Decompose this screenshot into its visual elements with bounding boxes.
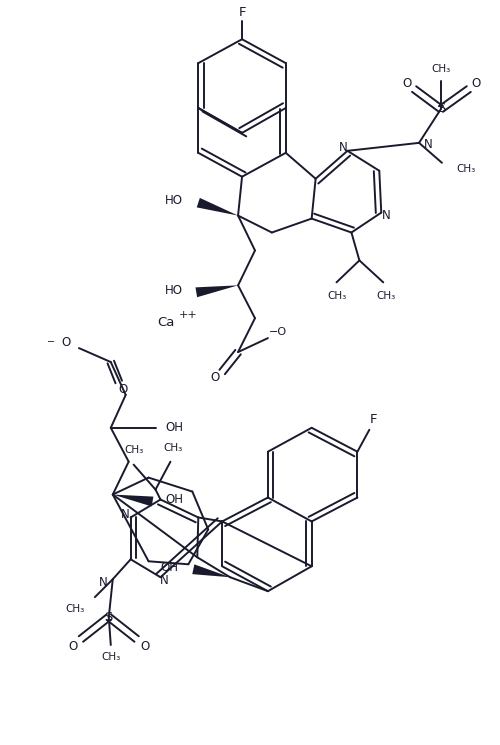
Polygon shape: [113, 495, 154, 507]
Text: CH₃: CH₃: [164, 443, 183, 453]
Text: OH: OH: [166, 421, 184, 434]
Text: CH₃: CH₃: [124, 445, 144, 454]
Text: CH₃: CH₃: [376, 291, 396, 301]
Text: F: F: [238, 6, 246, 19]
Text: N: N: [122, 508, 130, 521]
Text: HO: HO: [164, 284, 182, 297]
Text: N: N: [424, 139, 433, 151]
Text: Ca: Ca: [157, 316, 174, 329]
Text: CH₃: CH₃: [101, 652, 120, 662]
Text: −O: −O: [269, 327, 287, 337]
Text: N: N: [339, 142, 348, 154]
Text: N: N: [160, 574, 169, 587]
Text: O: O: [68, 641, 78, 653]
Text: O: O: [210, 372, 220, 384]
Text: O: O: [62, 335, 70, 349]
Text: CH₃: CH₃: [66, 604, 85, 614]
Text: N: N: [99, 576, 108, 589]
Polygon shape: [197, 198, 238, 215]
Text: O: O: [118, 384, 128, 396]
Text: CH₃: CH₃: [457, 164, 476, 174]
Text: N: N: [382, 209, 390, 222]
Text: OH: OH: [160, 561, 178, 574]
Text: CH₃: CH₃: [327, 291, 346, 301]
Text: OH: OH: [166, 493, 184, 506]
Polygon shape: [196, 285, 238, 297]
Text: O: O: [140, 641, 149, 653]
Text: O: O: [402, 77, 411, 89]
Text: −: −: [47, 337, 55, 347]
Polygon shape: [192, 565, 230, 577]
Text: F: F: [370, 413, 377, 426]
Text: HO: HO: [166, 194, 184, 207]
Text: S: S: [104, 611, 113, 624]
Text: S: S: [436, 103, 445, 115]
Text: ++: ++: [178, 310, 197, 320]
Text: O: O: [471, 77, 480, 89]
Text: CH₃: CH₃: [432, 64, 450, 74]
